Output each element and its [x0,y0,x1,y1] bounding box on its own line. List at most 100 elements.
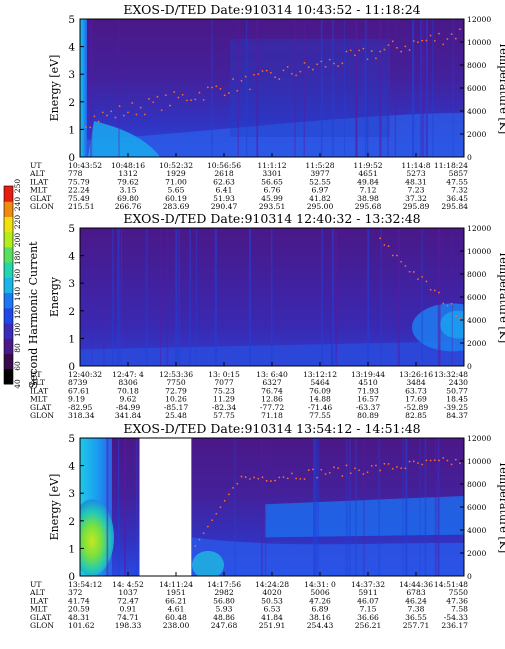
ephemeris-value: -52.89 [404,403,428,412]
ephemeris-row-label: UT [30,580,41,589]
y-tick-label: 5 [68,14,75,26]
spectrogram-streak [315,438,318,576]
temperature-point [333,466,335,469]
ephemeris-value: 11:1:12 [257,161,286,170]
spectrogram-streak [355,19,358,157]
ephemeris-value: 75.23 [213,386,235,395]
ephemeris-value: 56.80 [213,596,235,605]
temperature-point [433,40,436,42]
ephemeris-value: 293.51 [259,202,286,211]
ephemeris-value: 48.31 [68,613,90,622]
temperature-point [190,99,192,102]
ephemeris-value: 341.84 [115,411,142,420]
ephemeris-value: 17.69 [405,395,427,404]
temperature-point [127,111,129,114]
temperature-point [337,65,340,68]
ephemeris-value: 2982 [214,588,233,597]
ephemeris-value: -63.37 [356,403,380,412]
spectrogram-streak [90,19,93,157]
y-axis-label: Energy [eV] [48,474,61,541]
temperature-points-3 [194,457,461,547]
ephemeris-value: 20.59 [68,605,90,614]
spectrogram-streak [214,228,217,366]
temperature-point [354,467,356,470]
y2-tick-label: 4000 [467,107,486,116]
spectrogram-streak [303,19,305,157]
low-energy-band [80,112,464,157]
temperature-point [387,44,390,47]
ephemeris-value: 76.09 [309,386,331,395]
temperature-point [446,38,449,40]
temperature-point [253,73,255,76]
temperature-point [429,288,432,291]
ephemeris-row-label: UT [30,370,41,379]
temperature-point [408,270,411,273]
ephemeris-value: 5273 [406,169,425,178]
ephemeris-value: 10:43:52 [68,161,102,170]
ephemeris-value: 37.32 [405,194,427,203]
post-gap-enhancement [192,550,224,576]
colorbar-swatch [4,338,13,355]
ephemeris-value: 5911 [358,588,377,597]
temperature-point [425,39,428,42]
spectrogram-streak [419,19,422,157]
temperature-point [425,280,428,283]
spectrogram-streak [330,228,333,366]
temperature-point [261,70,264,72]
ephemeris-value: 36.45 [446,194,468,203]
ephemeris-value: 4020 [262,588,281,597]
temperature-point [324,65,327,68]
ephemeris-value: -54.33 [444,613,468,622]
temperature-point [404,467,407,470]
y2-axis-label: Temperature [K] [497,461,505,553]
colorbar-tick-label: 180 [13,251,22,265]
y2-tick-label: 12000 [467,15,491,24]
temperature-point [177,96,180,99]
ephemeris-row-label: ILAT [30,596,48,605]
temperature-point [459,28,461,31]
spectrogram-streak [437,438,440,576]
spectrogram-streak [103,228,105,366]
ephemeris-value: 48.31 [405,177,427,186]
temperature-point [240,79,243,82]
y-tick-label: 4 [68,251,75,263]
colorbar-swatch [4,353,13,370]
ephemeris-value: 247.68 [211,621,238,630]
ephemeris-value: 12:53:36 [159,370,193,379]
ephemeris-value: 251.91 [259,621,286,630]
ephemeris-value: 14:24:28 [255,580,289,589]
ephemeris-value: -77.72 [260,403,284,412]
ephemeris-value: 372 [68,588,83,597]
spectrogram-1 [80,19,464,157]
spectrogram-streak [397,228,401,366]
ephemeris-value: 13:26:16 [399,370,433,379]
ephemeris-value: -85.17 [164,403,188,412]
temperature-point [446,459,449,462]
ephemeris-value: 266.76 [115,202,142,211]
spectrogram-streak [256,19,259,157]
y-tick-label: 4 [68,461,75,473]
temperature-point [358,469,361,472]
ephemeris-value: 75.49 [68,194,90,203]
temperature-point [459,462,461,465]
spectrogram-streak [321,228,324,366]
ephemeris-value: 1951 [166,588,185,597]
temperature-point [324,473,327,475]
temperature-point [417,462,419,464]
temperature-point [269,480,272,482]
temperature-point [101,111,104,114]
spectrogram-streak [294,19,296,157]
colorbar-swatch [4,201,13,217]
ephemeris-value: 11.29 [213,395,235,404]
temperature-point [341,62,344,65]
temperature-point [278,476,281,479]
ephemeris-value: 7550 [449,588,468,597]
temperature-point [215,512,218,515]
temperature-point [211,519,213,522]
colorbar-frame [3,185,14,385]
temperature-point [328,58,331,61]
ephemeris-value: 295.68 [355,202,382,211]
temperature-point [454,37,457,40]
spectrogram-streak [387,19,389,157]
y-tick-label: 0 [68,571,75,583]
